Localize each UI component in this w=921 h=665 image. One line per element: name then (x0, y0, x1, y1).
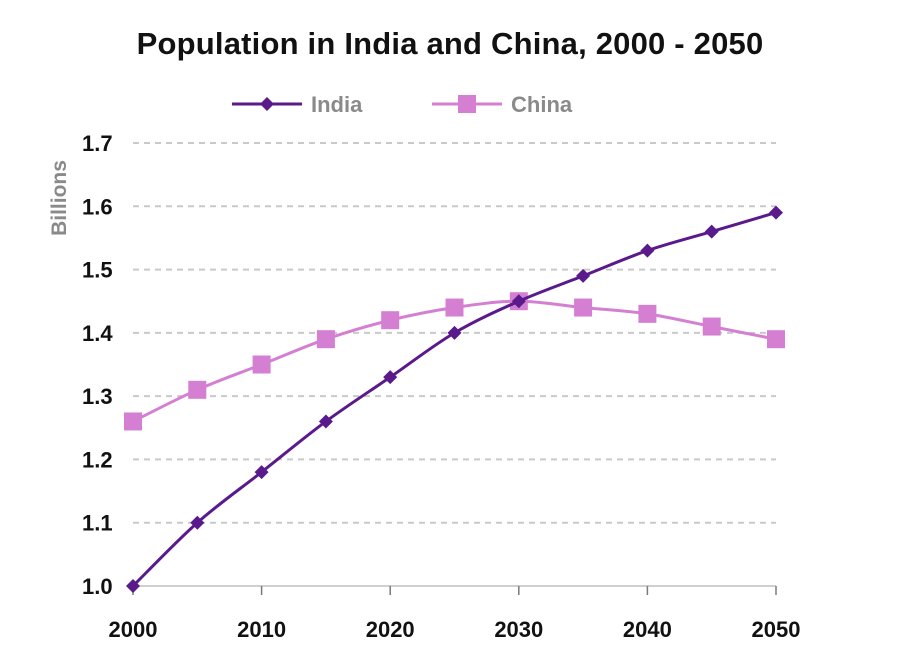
legend-item-india: India (232, 92, 363, 117)
x-tick-label: 2010 (237, 617, 286, 642)
legend-label-china: China (511, 92, 573, 117)
y-axis-label: Billions (48, 160, 71, 236)
series-china (124, 292, 785, 431)
data-point-china (252, 355, 271, 374)
y-tick-label: 1.3 (82, 384, 113, 409)
x-tick-label: 2030 (494, 617, 543, 642)
data-point-india (704, 224, 719, 239)
legend-item-china: China (432, 92, 573, 117)
data-point-india (383, 370, 398, 385)
legend-marker-china (458, 95, 476, 113)
y-tick-label: 1.1 (82, 511, 113, 536)
y-tick-label: 1.0 (82, 574, 113, 599)
data-point-india (576, 268, 591, 283)
data-point-china (574, 298, 593, 317)
data-point-india (511, 294, 526, 309)
data-point-india (318, 414, 333, 429)
legend-label-india: India (311, 92, 363, 117)
data-point-china (316, 330, 335, 349)
data-point-china (124, 412, 142, 431)
data-point-china (638, 304, 657, 323)
legend-marker-india (260, 97, 274, 111)
y-tick-label: 1.2 (82, 447, 113, 472)
y-tick-label: 1.4 (82, 321, 113, 346)
y-tick-label: 1.5 (82, 258, 113, 283)
data-point-china (381, 311, 400, 330)
data-point-india (254, 465, 269, 480)
data-point-china (702, 317, 721, 336)
chart-title: Population in India and China, 2000 - 20… (136, 26, 764, 61)
y-tick-label: 1.6 (82, 194, 113, 219)
series-india (126, 205, 783, 593)
data-point-india (190, 515, 205, 530)
data-point-india (769, 205, 783, 220)
x-tick-label: 2000 (109, 617, 158, 642)
data-point-china (445, 298, 464, 317)
data-point-china (188, 380, 207, 399)
data-point-india (640, 243, 655, 258)
x-tick-label: 2040 (623, 617, 672, 642)
data-point-india (447, 325, 462, 340)
legend: India China (232, 92, 573, 117)
data-point-china (767, 330, 785, 349)
data-point-india (126, 579, 140, 593)
x-tick-label: 2050 (752, 617, 801, 642)
series-line-china (132, 299, 777, 423)
axis-layer: 1.0 1.1 1.2 1.3 1.4 1.5 1.6 1.7 2000 2010 2020 2030… (48, 131, 800, 642)
series-layer (124, 205, 785, 593)
x-tick-label: 2020 (366, 617, 415, 642)
y-tick-label: 1.7 (82, 131, 113, 156)
